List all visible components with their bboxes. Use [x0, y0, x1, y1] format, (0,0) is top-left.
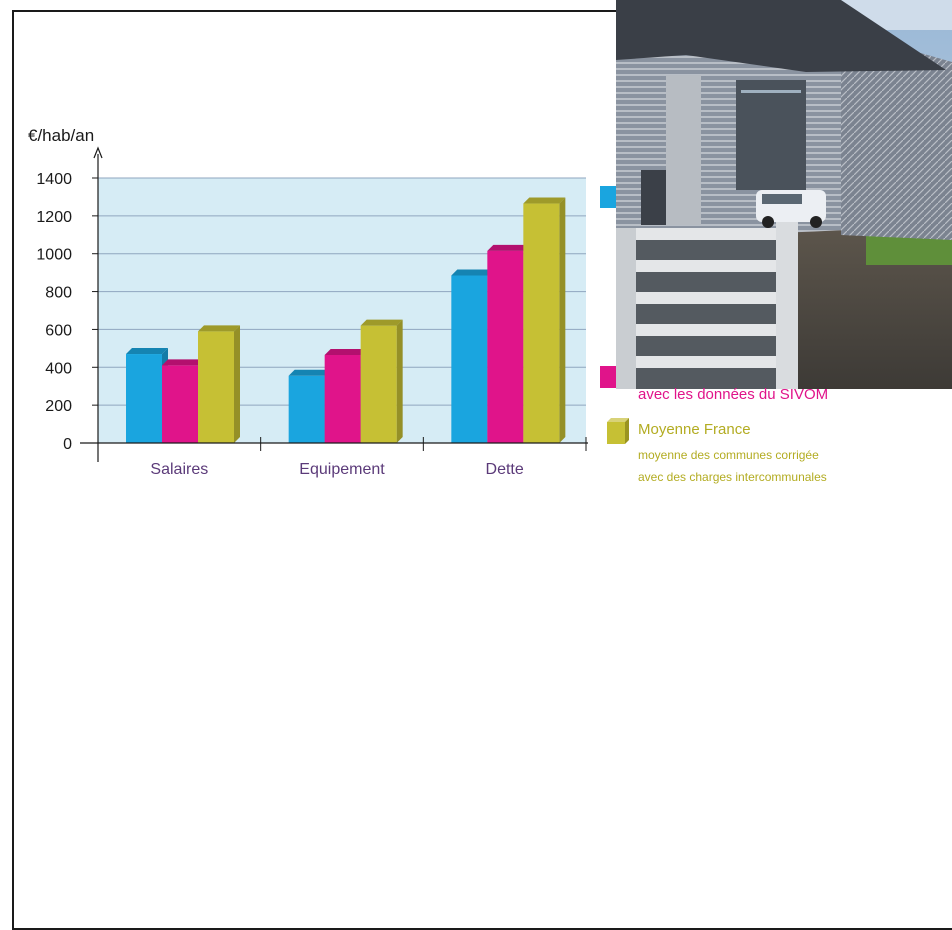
bar-top	[523, 197, 566, 204]
bar-front	[162, 365, 198, 443]
bar-top	[360, 319, 403, 326]
y-tick-label: 1400	[36, 171, 72, 188]
legend-swatch-pink	[600, 366, 616, 388]
bar-front	[126, 354, 162, 443]
bar	[162, 359, 204, 443]
legend-olive-title: Moyenne France	[638, 421, 751, 438]
y-tick-labels: 0 200 400 600 800 1000 1200 1400	[36, 171, 98, 453]
x-tick-labels: Salaires Equipement Dette	[150, 437, 587, 478]
legend-olive-sub1: moyenne des communes corrigée	[638, 448, 819, 462]
bar-front	[288, 375, 325, 443]
bar	[523, 197, 566, 443]
y-axis-arrow	[93, 146, 103, 159]
legend-pink-partial-text: avec les données du SIVOM	[638, 386, 829, 403]
bar-front	[324, 354, 361, 443]
bar-top	[487, 244, 530, 251]
y-tick-label: 800	[45, 285, 72, 302]
bar-top	[162, 359, 204, 366]
y-tick-label: 200	[45, 398, 72, 415]
bars	[126, 197, 566, 443]
building-photo-image	[616, 0, 952, 389]
bar-top	[288, 369, 331, 376]
x-tick-label: Equipement	[299, 461, 385, 478]
x-tick-label: Salaires	[150, 461, 208, 478]
bar-top	[324, 348, 367, 355]
legend-swatch-blue	[600, 186, 616, 208]
bar-top	[126, 348, 168, 355]
bar-side	[396, 319, 403, 443]
building-photo	[616, 0, 952, 389]
bar-front	[451, 275, 488, 443]
bar-chart: 0 200 400 600 800 1000 1200 1400 Salaires Equipe…	[28, 126, 588, 478]
bar-front	[523, 203, 560, 443]
bar-front	[360, 325, 397, 443]
bar-front	[198, 331, 234, 443]
bar-top	[198, 325, 240, 332]
axes	[80, 146, 588, 462]
y-tick-label: 0	[63, 436, 72, 453]
bar-front	[487, 250, 524, 443]
bar-top	[451, 269, 494, 276]
legend-olive-sub2: avec des charges intercommunales	[638, 470, 827, 484]
bar-side	[559, 197, 566, 443]
y-tick-label: 1200	[36, 209, 72, 226]
x-tick-label: Dette	[486, 461, 524, 478]
y-axis-label: €/hab/an	[28, 126, 94, 145]
bar-side	[234, 325, 240, 443]
legend-swatch-olive	[607, 418, 629, 444]
bar	[360, 319, 403, 443]
bar	[324, 348, 367, 443]
bar	[126, 348, 168, 443]
y-tick-label: 600	[45, 322, 72, 339]
bar	[288, 369, 331, 443]
y-tick-label: 1000	[36, 247, 72, 264]
bar	[487, 244, 530, 443]
bar	[198, 325, 240, 443]
bar	[451, 269, 494, 443]
y-tick-label: 400	[45, 360, 72, 377]
